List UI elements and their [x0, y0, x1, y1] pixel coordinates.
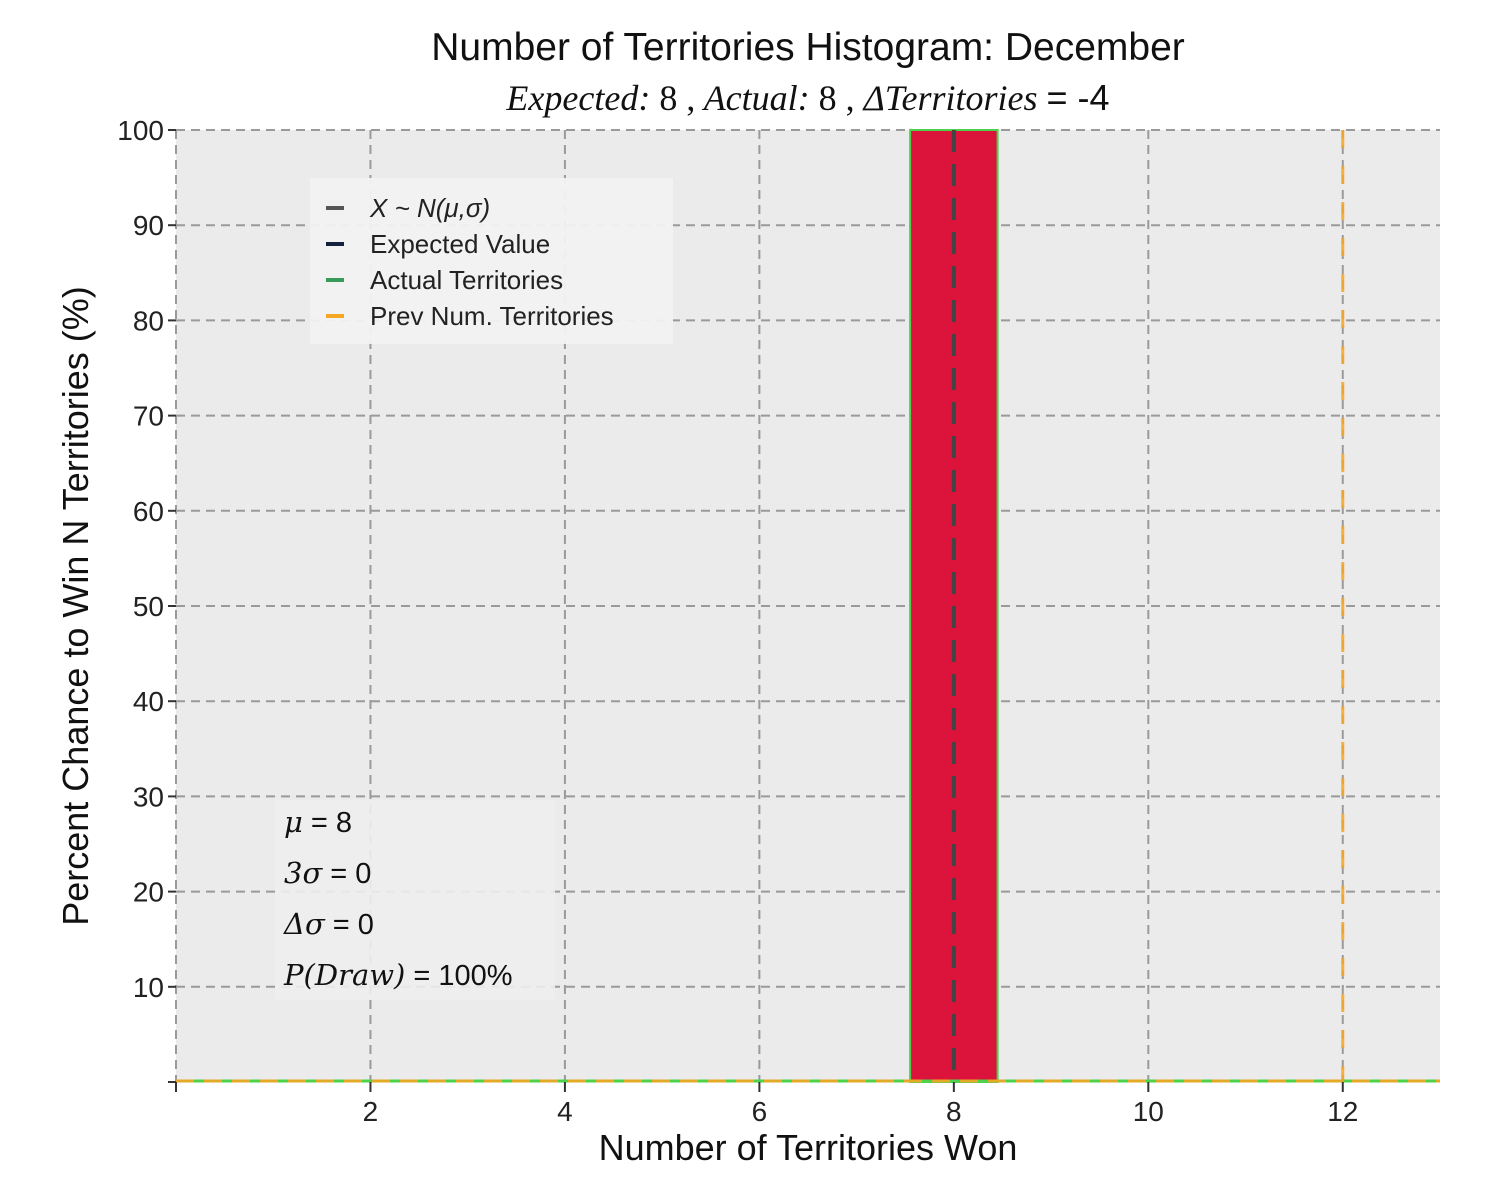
- x-axis-ticks: 2 4 6 8 10 12: [175, 1082, 1358, 1127]
- stats-background: [275, 800, 555, 1000]
- chart-title: Number of Territories Histogram: Decembe…: [431, 26, 1185, 69]
- x-tick-label: 6: [752, 1096, 768, 1127]
- reference-lines: [176, 130, 1440, 1083]
- subtitle-separator-2: ,: [846, 78, 855, 118]
- x-tick-label: 12: [1327, 1096, 1358, 1127]
- subtitle-actual-value: 8: [819, 78, 837, 118]
- stats-lines: μ = 83σ = 0Δσ = 0P(Draw) = 100%: [283, 805, 513, 992]
- legend-label: X ~ N(μ,σ): [369, 193, 490, 223]
- legend-label: Prev Num. Territories: [370, 301, 614, 331]
- legend-label: Actual Territories: [370, 265, 563, 295]
- y-tick-label: 40: [133, 686, 164, 717]
- chart-subtitle: Expected: 8 , Actual: 8 , ΔTerritories =…: [505, 77, 1109, 118]
- x-tick-label: 8: [946, 1096, 962, 1127]
- y-tick-label: 80: [133, 305, 164, 336]
- stat-symbol: P(Draw): [283, 958, 405, 992]
- stat-line: 3σ = 0: [284, 856, 371, 890]
- y-tick-label: 20: [133, 877, 164, 908]
- stat-value: = 100%: [405, 960, 512, 992]
- y-tick-label: 90: [133, 210, 164, 241]
- x-tick-label: 2: [363, 1096, 379, 1127]
- y-tick-label: 70: [133, 401, 164, 432]
- stats-box: μ = 83σ = 0Δσ = 0P(Draw) = 100%: [275, 800, 555, 1000]
- y-tick-label: 30: [133, 781, 164, 812]
- y-tick-label: 50: [133, 591, 164, 622]
- x-axis-label: Number of Territories Won: [599, 1127, 1018, 1168]
- stat-line: P(Draw) = 100%: [283, 958, 513, 992]
- stat-value: = 8: [303, 807, 352, 839]
- stat-symbol: 3σ: [284, 856, 323, 890]
- legend-box: [310, 178, 673, 344]
- stat-line: Δσ = 0: [283, 907, 374, 941]
- x-tick-label: 10: [1133, 1096, 1164, 1127]
- y-axis-ticks: 10 20 30 40 50 60 70 80 90 100: [117, 115, 176, 1083]
- y-tick-label: 100: [117, 115, 164, 146]
- subtitle-actual-label: Actual:: [702, 78, 810, 118]
- x-tick-label: 4: [557, 1096, 573, 1127]
- y-axis-label: Percent Chance to Win N Territories (%): [55, 286, 96, 926]
- stat-value: = 0: [325, 909, 374, 941]
- legend: X ~ N(μ,σ) Expected Value Actual Territori…: [310, 178, 673, 344]
- stat-symbol: Δσ: [283, 907, 326, 941]
- legend-label: Expected Value: [370, 229, 550, 259]
- y-tick-label: 60: [133, 496, 164, 527]
- stat-symbol: μ: [284, 805, 303, 839]
- subtitle-separator-1: ,: [686, 78, 695, 118]
- stat-line: μ = 8: [284, 805, 352, 839]
- subtitle-delta-value: = -4: [1047, 77, 1110, 118]
- stat-value: = 0: [322, 858, 371, 890]
- subtitle-delta-label: ΔTerritories: [862, 78, 1038, 118]
- subtitle-expected-label: Expected:: [505, 78, 650, 118]
- legend-entries: X ~ N(μ,σ) Expected Value Actual Territori…: [326, 193, 614, 331]
- subtitle-expected-value: 8: [659, 78, 677, 118]
- y-tick-label: 10: [133, 972, 164, 1003]
